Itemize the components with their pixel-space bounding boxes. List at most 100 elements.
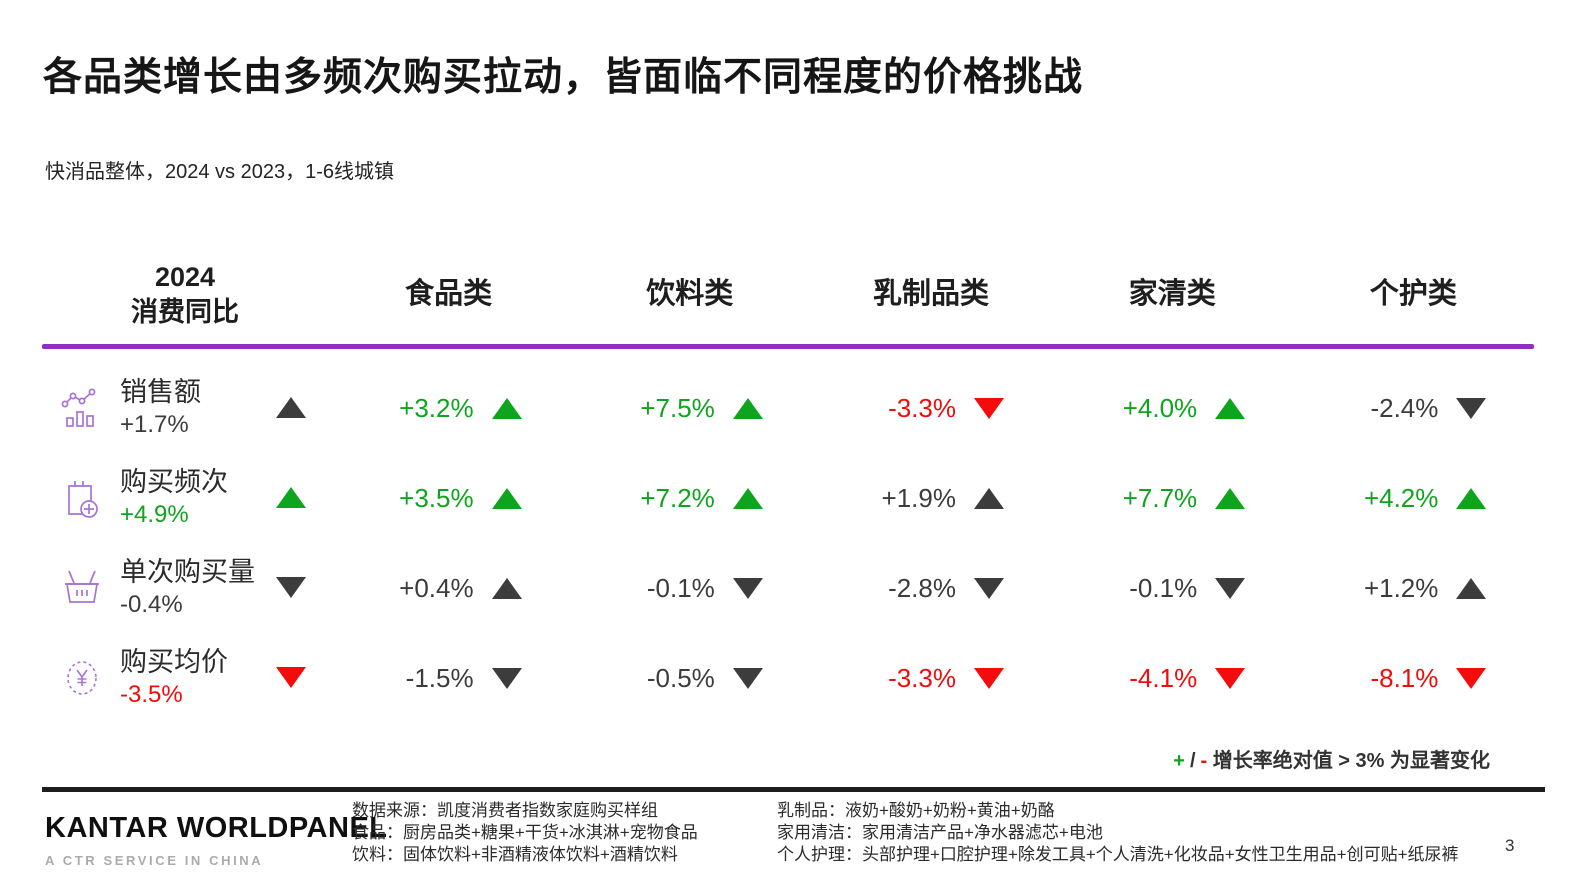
subtitle: 快消品整体，2024 vs 2023，1-6线城镇 [45, 161, 395, 183]
metric-overall-value: +4.9% [120, 501, 189, 529]
footer-divider [42, 787, 1545, 792]
metrics-table: 2024 消费同比 食品类 饮料类 乳制品类 家清类 个护类 销售额 +1.7% +… [42, 248, 1534, 723]
metric-label: 购买均价 [120, 646, 228, 677]
metric-label: 购买频次 [120, 466, 228, 497]
column-header-metric: 2024 消费同比 [42, 260, 328, 330]
header-year: 2024 [154, 261, 216, 292]
trend-up-icon [491, 487, 522, 509]
value-text: +4.2% [1363, 482, 1439, 513]
trend-up-icon [732, 487, 763, 509]
logo-tagline: A CTR SERVICE IN CHINA [45, 853, 264, 868]
metric-overall-value: -3.5% [120, 681, 183, 709]
trend-up-icon [1215, 397, 1246, 419]
category-value-cell: +4.0% [1052, 393, 1293, 424]
value-text: -8.1% [1370, 662, 1439, 693]
significance-note: + / - 增长率绝对值 > 3% 为显著变化 [1173, 744, 1490, 773]
category-value-cell: +3.2% [328, 393, 569, 424]
minus-sign: - [1200, 750, 1208, 772]
column-header-homecare: 家清类 [1128, 278, 1216, 311]
sales-trend-icon [58, 384, 106, 432]
metric-text: 单次购买量 -0.4% [120, 557, 272, 619]
table-body: 销售额 +1.7% +3.2% +7.5% -3.3% +4.0% -2.4% 购买频次 +4… [42, 363, 1534, 723]
footnote-dairy-definition: 乳制品：液奶+酸奶+奶粉+黄油+奶酪 [777, 801, 1055, 820]
table-header-row: 2024 消费同比 食品类 饮料类 乳制品类 家清类 个护类 [42, 248, 1534, 342]
trend-up-icon [276, 397, 306, 419]
category-value-cell: -0.1% [569, 573, 810, 604]
footnotes-right: 乳制品：液奶+酸奶+奶粉+黄油+奶酪 家用清洁：家用清洁产品+净水器滤芯+电池 … [777, 800, 1459, 866]
trend-down-icon [973, 667, 1004, 689]
column-header-beverage: 饮料类 [646, 278, 734, 311]
trend-down-icon [732, 577, 763, 599]
category-value-cell: -2.8% [810, 573, 1051, 604]
value-text: +3.5% [399, 482, 474, 513]
value-text: -1.5% [405, 662, 474, 693]
value-text: +0.4% [399, 572, 474, 603]
logo-text: KANTAR WORLDPANEL [45, 812, 388, 844]
metric-text: 销售额 +1.7% [120, 377, 272, 439]
value-text: -0.5% [646, 662, 715, 693]
value-text: -2.4% [1370, 392, 1439, 423]
category-value-cell: -0.1% [1052, 573, 1293, 604]
value-text: -3.3% [888, 392, 956, 423]
value-text: -4.1% [1129, 662, 1198, 693]
category-value-cell: +1.2% [1293, 573, 1534, 604]
trend-down-icon [732, 667, 763, 689]
value-text: +3.2% [399, 392, 474, 423]
metric-overall-value: -0.4% [120, 591, 183, 619]
category-value-cell: -0.5% [569, 663, 810, 694]
metric-cell: 购买均价 -3.5% [42, 647, 328, 709]
trend-up-icon [1456, 487, 1487, 509]
category-value-cell: +0.4% [328, 573, 569, 604]
category-value-cell: +7.2% [569, 483, 810, 514]
trend-up-icon [491, 577, 522, 599]
metric-cell: 单次购买量 -0.4% [42, 557, 328, 619]
value-text: +7.5% [640, 392, 715, 423]
category-value-cell: -2.4% [1293, 393, 1534, 424]
value-text: +7.2% [640, 482, 715, 513]
trend-up-icon [973, 487, 1004, 509]
value-text: -0.1% [646, 572, 715, 603]
trend-down-icon [276, 577, 306, 599]
category-value-cell: +1.9% [810, 483, 1051, 514]
value-text: +4.0% [1122, 392, 1198, 423]
category-value-cell: +7.5% [569, 393, 810, 424]
note-text: 增长率绝对值 > 3% 为显著变化 [1212, 750, 1490, 772]
page-title: 各品类增长由多频次购买拉动，皆面临不同程度的价格挑战 [43, 56, 1084, 99]
purple-divider [42, 344, 1534, 349]
metric-overall-value: +1.7% [120, 411, 189, 439]
trend-up-icon [276, 487, 306, 509]
trend-up-icon [491, 397, 522, 419]
trend-up-icon [732, 397, 763, 419]
page-number: 3 [1505, 836, 1515, 855]
trend-down-icon [1215, 577, 1246, 599]
metric-text: 购买均价 -3.5% [120, 647, 272, 709]
header-metric-label: 消费同比 [131, 297, 239, 327]
footnote-homecare-definition: 家用清洁：家用清洁产品+净水器滤芯+电池 [777, 823, 1103, 842]
metric-cell: 购买频次 +4.9% [42, 467, 328, 529]
purchase-frequency-icon [58, 474, 106, 522]
value-text: +7.7% [1122, 482, 1198, 513]
trend-down-icon [973, 577, 1004, 599]
metric-label: 销售额 [120, 376, 201, 407]
basket-icon [58, 564, 106, 612]
table-row: 购买均价 -3.5% -1.5% -0.5% -3.3% -4.1% -8.1% [42, 633, 1534, 723]
trend-up-icon [1456, 577, 1487, 599]
trend-up-icon [1215, 487, 1246, 509]
metric-text: 购买频次 +4.9% [120, 467, 272, 529]
footnotes-left: 数据来源：凯度消费者指数家庭购买样组 食品：厨房品类+糖果+干货+冰淇淋+宠物食… [352, 800, 698, 866]
category-value-cell: +4.2% [1293, 483, 1534, 514]
trend-down-icon [1215, 667, 1246, 689]
metric-label: 单次购买量 [120, 556, 255, 587]
plus-sign: + [1173, 750, 1185, 772]
column-header-personalcare: 个护类 [1369, 278, 1457, 311]
category-value-cell: -3.3% [810, 663, 1051, 694]
table-row: 销售额 +1.7% +3.2% +7.5% -3.3% +4.0% -2.4% [42, 363, 1534, 453]
value-text: +1.9% [881, 482, 956, 513]
category-value-cell: +7.7% [1052, 483, 1293, 514]
table-row: 购买频次 +4.9% +3.5% +7.2% +1.9% +7.7% +4.2% [42, 453, 1534, 543]
footnote-beverage-definition: 饮料：固体饮料+非酒精液体饮料+酒精饮料 [352, 845, 678, 864]
value-text: -3.3% [888, 662, 956, 693]
column-header-dairy: 乳制品类 [872, 278, 989, 311]
category-value-cell: -4.1% [1052, 663, 1293, 694]
category-value-cell: -8.1% [1293, 663, 1534, 694]
